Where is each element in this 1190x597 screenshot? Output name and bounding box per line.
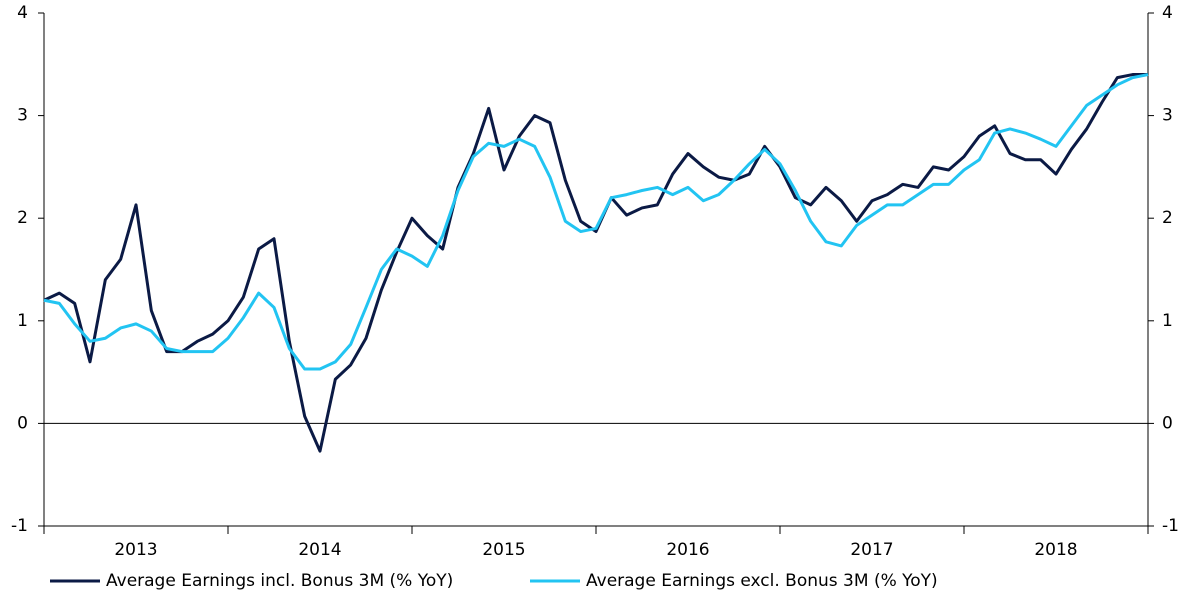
x-tick-label: 2018 bbox=[1034, 540, 1077, 560]
y2-tick-label: -1 bbox=[1162, 516, 1179, 536]
x-tick-label: 2017 bbox=[850, 540, 893, 560]
x-tick-label: 2014 bbox=[298, 540, 341, 560]
x-tick-label: 2013 bbox=[114, 540, 157, 560]
y2-tick-label: 1 bbox=[1162, 311, 1173, 331]
y2-tick-label: 0 bbox=[1162, 413, 1173, 433]
series-line bbox=[43, 73, 1149, 371]
legend-label: Average Earnings excl. Bonus 3M (% YoY) bbox=[586, 571, 938, 591]
x-tick-label: 2015 bbox=[482, 540, 525, 560]
legend-label: Average Earnings incl. Bonus 3M (% YoY) bbox=[106, 571, 453, 591]
y2-tick-label: 4 bbox=[1162, 3, 1173, 23]
y-tick-label: 0 bbox=[17, 413, 28, 433]
y-tick-label: -1 bbox=[11, 516, 28, 536]
y-tick-label: 3 bbox=[17, 106, 28, 126]
y-tick-label: 4 bbox=[17, 3, 28, 23]
y2-tick-label: 2 bbox=[1162, 208, 1173, 228]
y2-tick-label: 3 bbox=[1162, 106, 1173, 126]
y-tick-label: 2 bbox=[17, 208, 28, 228]
y-tick-label: 1 bbox=[17, 311, 28, 331]
x-tick-label: 2016 bbox=[666, 540, 709, 560]
series-line bbox=[43, 73, 1148, 453]
